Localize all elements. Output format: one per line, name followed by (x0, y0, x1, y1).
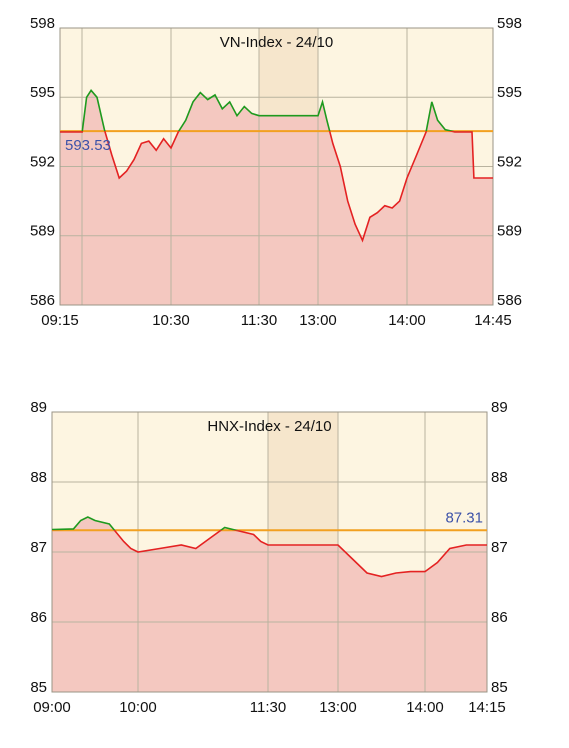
reference-label: 87.31 (445, 509, 483, 526)
line-up (52, 516, 240, 531)
y-tick-label-right: 589 (497, 223, 522, 240)
y-tick-label-right: 586 (497, 292, 522, 309)
plot-border (59, 27, 494, 306)
x-tick-label: 11:30 (250, 699, 286, 716)
y-tick-label-right: 592 (497, 153, 522, 170)
line-down (60, 131, 493, 243)
chart-title: HNX-Index - 24/10 (207, 418, 331, 435)
x-tick-label: 14:00 (388, 312, 426, 329)
x-tick-label: 13:00 (319, 699, 357, 716)
chart-title: VN-Index - 24/10 (220, 34, 333, 51)
x-tick-label: 13:00 (299, 312, 337, 329)
x-tick-label: 10:30 (152, 312, 190, 329)
x-tick-label: 14:00 (406, 699, 444, 716)
area (52, 517, 487, 692)
y-tick-label-right: 89 (491, 399, 508, 416)
x-tick-label: 09:15 (41, 312, 79, 329)
x-tick-label: 11:30 (241, 312, 277, 329)
reference-label: 593.53 (65, 137, 111, 154)
y-tick-label-left: 589 (30, 223, 55, 240)
y-tick-label-left: 85 (30, 679, 47, 696)
y-tick-label-left: 88 (30, 469, 47, 486)
y-tick-label-left: 586 (30, 292, 55, 309)
y-tick-label-left: 86 (30, 609, 47, 626)
plot-border (51, 411, 488, 693)
x-tick-label: 14:15 (468, 699, 506, 716)
x-tick-label: 10:00 (119, 699, 157, 716)
y-tick-label-right: 598 (497, 15, 522, 32)
y-tick-label-right: 87 (491, 539, 508, 556)
y-tick-label-left: 598 (30, 15, 55, 32)
line-down (52, 530, 487, 578)
y-tick-label-right: 85 (491, 679, 508, 696)
x-tick-label: 09:00 (33, 699, 71, 716)
y-tick-label-left: 592 (30, 153, 55, 170)
x-tick-label: 14:45 (474, 312, 512, 329)
y-tick-label-left: 595 (30, 84, 55, 101)
y-tick-label-right: 86 (491, 609, 508, 626)
y-tick-label-right: 88 (491, 469, 508, 486)
area (60, 90, 493, 305)
line-up (60, 88, 473, 132)
y-tick-label-left: 87 (30, 539, 47, 556)
y-tick-label-left: 89 (30, 399, 47, 416)
y-tick-label-right: 595 (497, 84, 522, 101)
